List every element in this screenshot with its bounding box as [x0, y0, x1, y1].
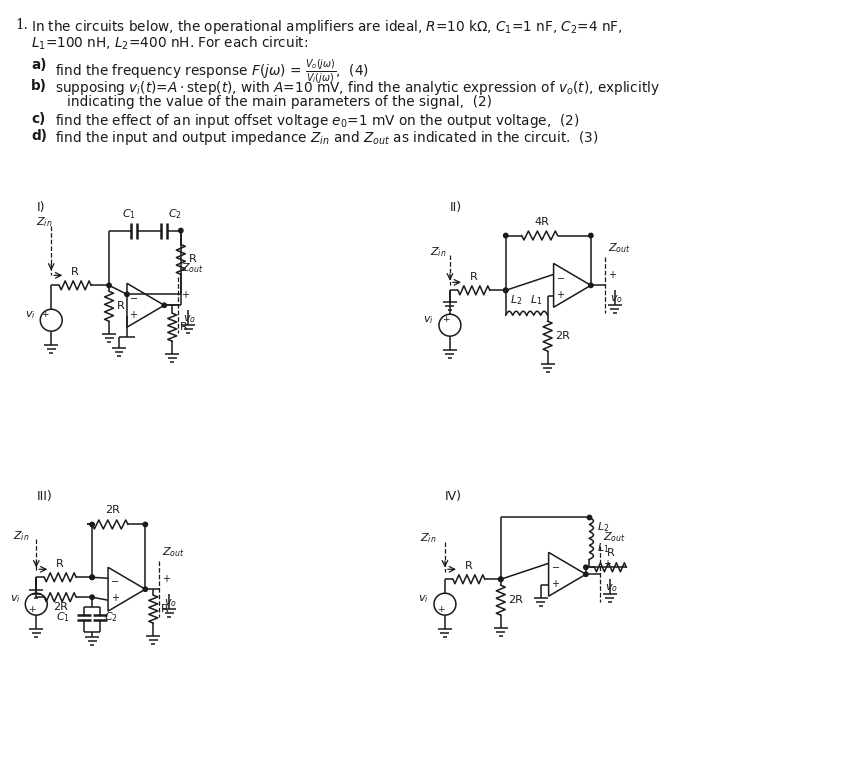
- Text: +: +: [608, 271, 616, 280]
- Text: supposing $v_i(t)$=$A\cdot$step$(t)$, with $A$=10 mV, find the analytic expressi: supposing $v_i(t)$=$A\cdot$step$(t)$, wi…: [55, 79, 660, 97]
- Text: $-$: $-$: [129, 292, 139, 302]
- Text: $Z_{in}$: $Z_{in}$: [420, 531, 436, 545]
- Text: $Z_{out}$: $Z_{out}$: [602, 531, 626, 544]
- Text: R: R: [465, 561, 473, 572]
- Circle shape: [90, 575, 94, 579]
- Text: $L_1$: $L_1$: [597, 541, 610, 556]
- Text: $+$: $+$: [111, 593, 119, 603]
- Circle shape: [504, 233, 508, 238]
- Circle shape: [90, 522, 94, 527]
- Text: 2R: 2R: [53, 602, 68, 612]
- Circle shape: [589, 233, 593, 238]
- Text: 2R: 2R: [105, 506, 121, 515]
- Text: R: R: [161, 604, 169, 614]
- Circle shape: [587, 515, 591, 520]
- Circle shape: [584, 565, 588, 569]
- Text: b): b): [32, 79, 47, 93]
- Text: a): a): [32, 58, 46, 72]
- Text: +: +: [41, 310, 49, 318]
- Text: $Z_{in}$: $Z_{in}$: [14, 529, 30, 543]
- Text: $L_1$=100 nH, $L_2$=400 nH. For each circuit:: $L_1$=100 nH, $L_2$=400 nH. For each cir…: [32, 34, 309, 52]
- Text: 4R: 4R: [534, 217, 549, 227]
- Text: $C_1$: $C_1$: [57, 610, 70, 624]
- Text: R: R: [117, 301, 125, 312]
- Text: In the circuits below, the operational amplifiers are ideal, $R$=10 kΩ, $C_1$=1 : In the circuits below, the operational a…: [32, 18, 623, 36]
- Text: indicating the value of the main parameters of the signal,  (2): indicating the value of the main paramet…: [67, 95, 492, 109]
- Text: IV): IV): [445, 490, 462, 503]
- Text: c): c): [32, 112, 45, 126]
- Text: +: +: [442, 315, 450, 324]
- Circle shape: [499, 577, 503, 581]
- Text: $+$: $+$: [129, 309, 139, 320]
- Text: +: +: [28, 605, 36, 614]
- Text: R: R: [189, 255, 196, 265]
- Circle shape: [178, 228, 183, 233]
- Text: $+$: $+$: [551, 578, 560, 588]
- Text: find the frequency response $F(j\omega)$ = $\frac{V_o(j\omega)}{V_i(j\omega)}$, : find the frequency response $F(j\omega)$…: [55, 58, 369, 86]
- Text: $C_2$: $C_2$: [168, 207, 182, 221]
- Circle shape: [90, 575, 94, 579]
- Text: R: R: [180, 322, 188, 332]
- Text: $Z_{out}$: $Z_{out}$: [181, 262, 204, 275]
- Text: 2R: 2R: [555, 331, 571, 341]
- Text: R: R: [71, 268, 79, 277]
- Circle shape: [90, 595, 94, 600]
- Text: $Z_{out}$: $Z_{out}$: [162, 546, 185, 559]
- Text: +: +: [181, 290, 189, 300]
- Text: find the input and output impedance $Z_{in}$ and $Z_{out}$ as indicated in the c: find the input and output impedance $Z_{…: [55, 129, 599, 147]
- Text: $-$: $-$: [111, 575, 120, 585]
- Text: I): I): [36, 201, 45, 214]
- Circle shape: [584, 572, 588, 577]
- Text: $Z_{in}$: $Z_{in}$: [36, 215, 52, 230]
- Text: III): III): [36, 490, 52, 503]
- Circle shape: [143, 522, 147, 527]
- Text: $v_o$: $v_o$: [165, 597, 177, 609]
- Text: +: +: [162, 575, 171, 584]
- Circle shape: [499, 577, 503, 581]
- Text: $L_2$: $L_2$: [510, 293, 522, 307]
- Text: $C_2$: $C_2$: [104, 610, 118, 624]
- Circle shape: [107, 283, 111, 287]
- Text: $C_1$: $C_1$: [122, 207, 136, 221]
- Text: $Z_{out}$: $Z_{out}$: [608, 242, 631, 255]
- Text: +: +: [437, 605, 445, 614]
- Circle shape: [504, 288, 508, 293]
- Text: $v_i$: $v_i$: [25, 309, 35, 321]
- Text: $-$: $-$: [551, 560, 560, 571]
- Text: R: R: [470, 272, 477, 283]
- Circle shape: [125, 292, 129, 296]
- Text: +: +: [602, 559, 611, 569]
- Text: $Z_{in}$: $Z_{in}$: [430, 246, 446, 259]
- Circle shape: [504, 288, 508, 293]
- Text: R: R: [57, 559, 64, 569]
- Text: $v_i$: $v_i$: [9, 594, 21, 605]
- Circle shape: [589, 283, 593, 287]
- Text: II): II): [450, 201, 462, 214]
- Text: 1.: 1.: [15, 18, 28, 33]
- Text: $L_1$: $L_1$: [530, 293, 542, 307]
- Text: 2R: 2R: [507, 595, 523, 605]
- Text: $v_o$: $v_o$: [183, 313, 196, 325]
- Circle shape: [143, 587, 147, 591]
- Text: $v_i$: $v_i$: [418, 594, 429, 605]
- Text: $-$: $-$: [556, 271, 565, 281]
- Text: $v_i$: $v_i$: [423, 315, 434, 326]
- Circle shape: [162, 303, 166, 308]
- Text: d): d): [32, 129, 47, 143]
- Text: find the effect of an input offset voltage $e_0$=1 mV on the output voltage,  (2: find the effect of an input offset volta…: [55, 112, 579, 130]
- Text: $+$: $+$: [556, 289, 565, 299]
- Text: $L_2$: $L_2$: [597, 521, 610, 534]
- Text: R: R: [607, 548, 614, 559]
- Text: $v_o$: $v_o$: [610, 293, 623, 305]
- Text: $v_o$: $v_o$: [605, 582, 618, 594]
